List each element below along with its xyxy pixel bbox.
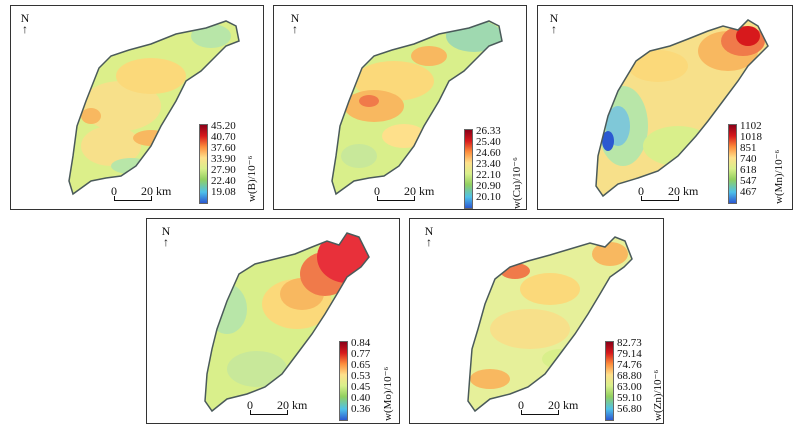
north-arrow-icon: ↑ bbox=[551, 22, 557, 36]
map-b bbox=[68, 20, 240, 196]
legend-value: 0.40 bbox=[351, 392, 371, 404]
legend-value: 0.45 bbox=[351, 381, 371, 393]
scale-start: 0 bbox=[638, 184, 644, 198]
map-panel-b: N ↑ 0 20 km 45.20 40.70 37.60 33.90 27.90 bbox=[10, 5, 264, 210]
scale-start: 0 bbox=[518, 398, 524, 412]
legend-unit: w(Zn)/10⁻⁶ bbox=[652, 369, 664, 421]
scale-line bbox=[521, 410, 559, 415]
legend-value: 20.90 bbox=[476, 180, 501, 192]
legend-value: 618 bbox=[740, 164, 757, 176]
legend-unit: w(B)/10⁻⁶ bbox=[246, 155, 258, 202]
legend-value: 22.40 bbox=[211, 175, 236, 187]
legend-value: 59.10 bbox=[617, 392, 642, 404]
legend-value: 26.33 bbox=[476, 125, 501, 137]
north-arrow: N ↑ bbox=[161, 224, 171, 249]
scale-start: 0 bbox=[111, 184, 117, 198]
legend-value: 467 bbox=[740, 186, 757, 198]
legend-value: 82.73 bbox=[617, 337, 642, 349]
region-outline bbox=[68, 20, 240, 196]
scale-start: 0 bbox=[247, 398, 253, 412]
color-ramp bbox=[605, 341, 614, 421]
scale-end: 20 km bbox=[548, 398, 579, 412]
north-arrow-icon: ↑ bbox=[426, 235, 432, 249]
legend-unit: w(Mo)/10⁻⁶ bbox=[382, 366, 394, 421]
legend-value: 20.10 bbox=[476, 191, 501, 203]
map-panel-zn: N ↑ 0 20 km 82.73 79.14 74.76 68.80 63.00… bbox=[409, 218, 664, 424]
legend-unit: w(Mn)/10⁻⁶ bbox=[773, 149, 785, 204]
north-arrow: N ↑ bbox=[549, 11, 559, 36]
color-ramp bbox=[464, 129, 473, 209]
legend-value: 0.77 bbox=[351, 348, 371, 360]
legend-value: 22.10 bbox=[476, 169, 501, 181]
north-arrow: N ↑ bbox=[20, 11, 30, 36]
legend-value: 40.70 bbox=[211, 131, 236, 143]
map-zn bbox=[467, 236, 633, 413]
scale-bar: 0 20 km bbox=[111, 184, 191, 204]
map-cu bbox=[331, 20, 503, 196]
legend-value: 56.80 bbox=[617, 403, 642, 415]
legend-values: 26.33 25.40 24.60 23.40 22.10 20.90 20.1… bbox=[476, 126, 501, 203]
legend-value: 740 bbox=[740, 153, 757, 165]
north-arrow: N ↑ bbox=[290, 11, 300, 36]
legend-value: 1102 bbox=[740, 120, 762, 132]
legend-values: 45.20 40.70 37.60 33.90 27.90 22.40 19.0… bbox=[211, 121, 236, 198]
legend-value: 27.90 bbox=[211, 164, 236, 176]
legend-value: 24.60 bbox=[476, 147, 501, 159]
legend-value: 23.40 bbox=[476, 158, 501, 170]
color-ramp bbox=[339, 341, 348, 421]
north-arrow-icon: ↑ bbox=[163, 235, 169, 249]
north-arrow-icon: ↑ bbox=[292, 22, 298, 36]
scale-line bbox=[250, 410, 288, 415]
scale-line bbox=[377, 196, 415, 201]
legend-value: 851 bbox=[740, 142, 757, 154]
scale-bar: 0 20 km bbox=[518, 398, 598, 418]
region-outline bbox=[204, 232, 370, 413]
legend-value: 33.90 bbox=[211, 153, 236, 165]
legend-value: 74.76 bbox=[617, 359, 642, 371]
legend-value: 37.60 bbox=[211, 142, 236, 154]
legend-value: 45.20 bbox=[211, 120, 236, 132]
legend-value: 25.40 bbox=[476, 136, 501, 148]
scale-end: 20 km bbox=[404, 184, 435, 198]
north-arrow-icon: ↑ bbox=[22, 22, 28, 36]
map-panel-cu: N ↑ 0 20 km 26.33 25.40 24.60 23.40 22.10 bbox=[273, 5, 527, 210]
scale-line bbox=[114, 196, 152, 201]
legend-value: 79.14 bbox=[617, 348, 642, 360]
region-outline bbox=[467, 236, 633, 413]
legend-value: 68.80 bbox=[617, 370, 642, 382]
legend-values: 1102 1018 851 740 618 547 467 bbox=[740, 121, 762, 198]
legend-value: 0.84 bbox=[351, 337, 371, 349]
color-ramp bbox=[199, 124, 208, 204]
region-outline bbox=[595, 19, 769, 198]
legend-value: 63.00 bbox=[617, 381, 642, 393]
legend-values: 0.84 0.77 0.65 0.53 0.45 0.40 0.36 bbox=[351, 338, 370, 415]
map-panel-mn: N ↑ 0 20 km 1102 1018 851 740 618 bbox=[537, 5, 793, 210]
legend-value: 547 bbox=[740, 175, 757, 187]
scale-bar: 0 20 km bbox=[638, 184, 718, 204]
legend-value: 1018 bbox=[740, 131, 762, 143]
legend-value: 19.08 bbox=[211, 186, 236, 198]
scale-end: 20 km bbox=[141, 184, 172, 198]
map-panel-mo: N ↑ 0 20 km 0.84 0.77 0.65 0.53 0.45 0.40 bbox=[146, 218, 400, 424]
scale-bar: 0 20 km bbox=[247, 398, 327, 418]
scale-end: 20 km bbox=[668, 184, 699, 198]
scale-start: 0 bbox=[374, 184, 380, 198]
legend-value: 0.65 bbox=[351, 359, 371, 371]
legend-values: 82.73 79.14 74.76 68.80 63.00 59.10 56.8… bbox=[617, 338, 642, 415]
scale-bar: 0 20 km bbox=[374, 184, 454, 204]
north-arrow: N ↑ bbox=[424, 224, 434, 249]
color-ramp bbox=[728, 124, 737, 204]
scale-line bbox=[641, 196, 679, 201]
map-mn bbox=[595, 19, 769, 198]
scale-end: 20 km bbox=[277, 398, 308, 412]
legend-value: 0.36 bbox=[351, 403, 371, 415]
legend-unit: w(Cu)/10⁻⁶ bbox=[511, 157, 523, 209]
region-outline bbox=[331, 20, 503, 196]
legend-value: 0.53 bbox=[351, 370, 371, 382]
